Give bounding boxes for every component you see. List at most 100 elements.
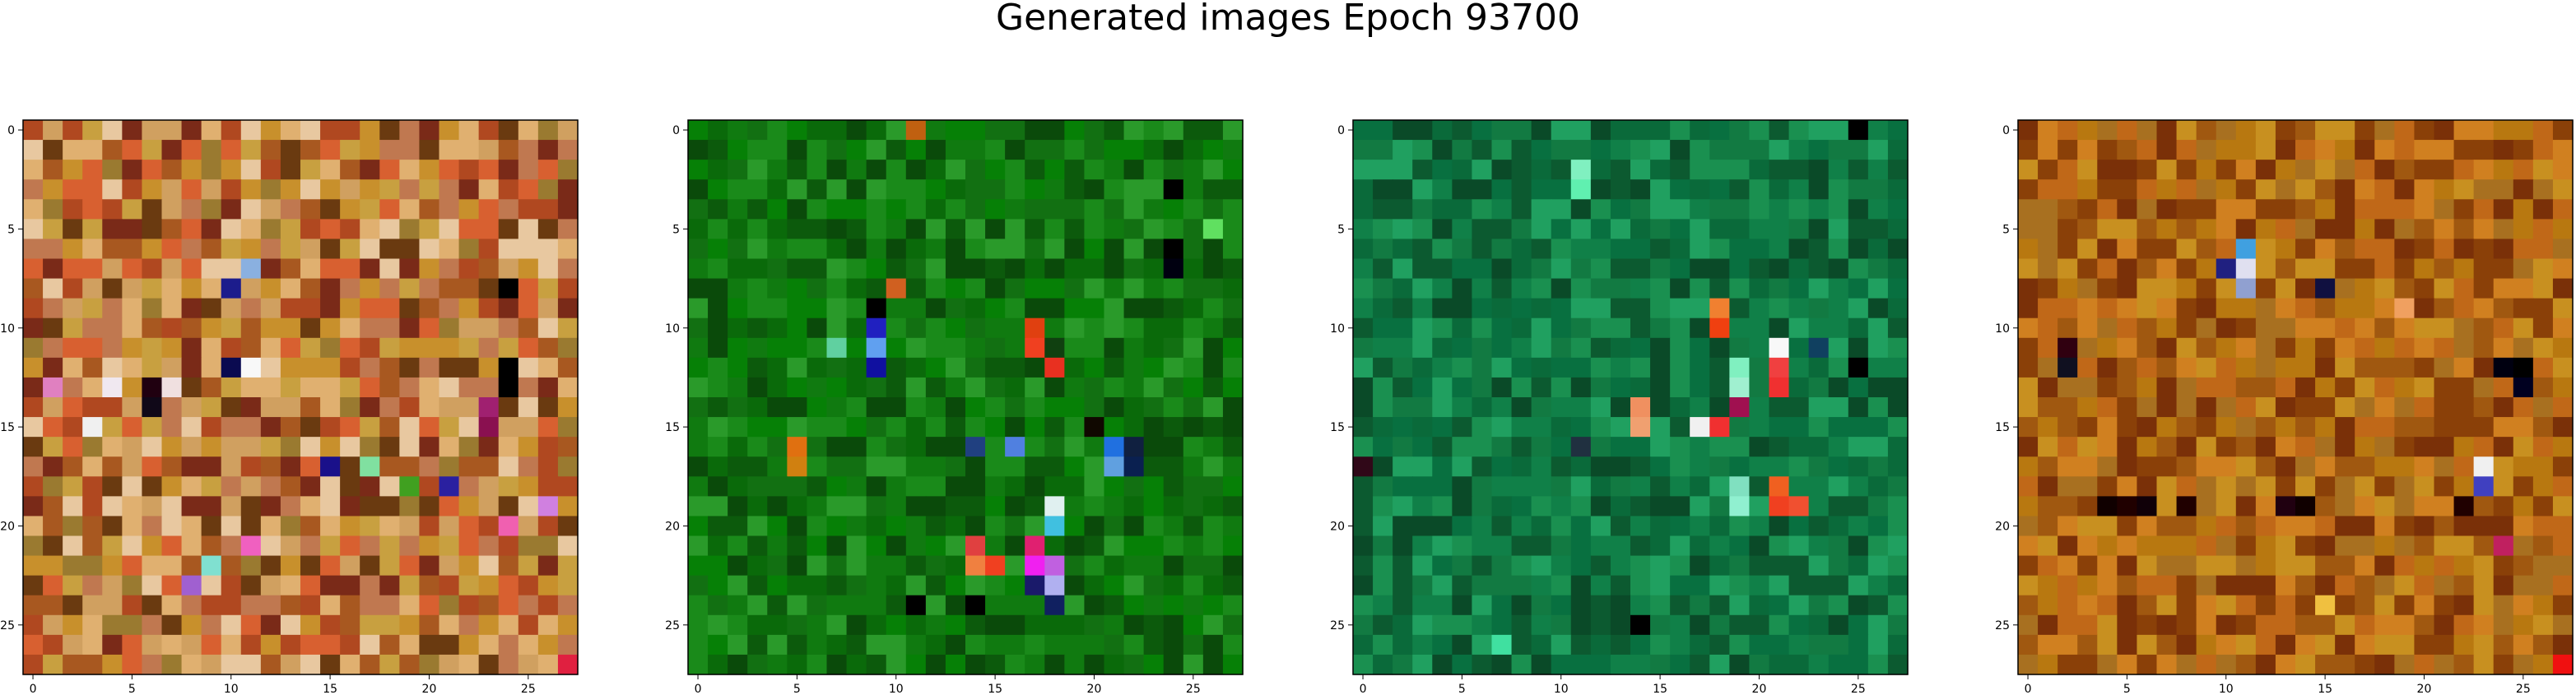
pixel-2-9: [866, 160, 887, 180]
pixel-21-24: [2493, 535, 2514, 557]
pixel-17-1: [708, 456, 728, 477]
pixel-5-13: [280, 219, 301, 240]
pixel-15-9: [2196, 417, 2217, 438]
pixel-6-18: [1044, 239, 1065, 260]
pixel-5-19: [399, 219, 421, 240]
pixel-8-5: [1452, 278, 1473, 299]
pixel-24-19: [1729, 595, 1751, 616]
pixel-13-8: [846, 377, 867, 398]
pixel-20-7: [826, 516, 848, 537]
pixel-11-0: [2018, 337, 2039, 359]
pixel-24-2: [63, 595, 83, 616]
pixel-17-14: [965, 456, 986, 477]
pixel-7-21: [1769, 258, 1790, 280]
pixel-21-18: [2374, 535, 2395, 557]
pixel-27-18: [2374, 654, 2395, 675]
pixel-26-6: [2137, 634, 2158, 656]
pixel-17-13: [2275, 456, 2296, 477]
pixel-15-8: [181, 417, 202, 438]
pixel-27-25: [518, 654, 539, 675]
pixel-13-20: [419, 377, 440, 398]
pixel-22-10: [886, 555, 907, 577]
pixel-2-15: [2315, 160, 2336, 180]
pixel-26-10: [1551, 634, 1572, 656]
pixel-5-16: [1670, 219, 1690, 240]
pixel-1-22: [1788, 140, 1810, 160]
pixel-21-20: [1084, 535, 1105, 557]
pixel-20-15: [985, 516, 1006, 537]
pixel-16-9: [2196, 437, 2217, 457]
pixel-18-5: [1452, 476, 1473, 497]
pixel-16-3: [1412, 437, 1433, 457]
pixel-21-15: [2315, 535, 2336, 557]
pixel-2-7: [826, 160, 848, 180]
pixel-0-7: [161, 120, 183, 141]
pixel-5-9: [201, 219, 222, 240]
pixel-21-6: [807, 535, 828, 557]
pixel-8-27: [1887, 278, 1909, 299]
pixel-12-3: [1412, 357, 1433, 378]
pixel-16-2: [2058, 437, 2078, 457]
pixel-16-17: [1025, 437, 1045, 457]
pixel-24-21: [439, 595, 460, 616]
pixel-19-24: [2493, 496, 2514, 517]
pixel-7-11: [2235, 258, 2257, 280]
pixel-18-0: [2018, 476, 2039, 497]
y-tick-label-5: 5: [7, 223, 15, 236]
pixel-1-11: [240, 140, 262, 160]
pixel-13-4: [102, 377, 123, 398]
pixel-13-5: [1452, 377, 1473, 398]
pixel-6-21: [2434, 239, 2455, 260]
pixel-25-17: [1025, 614, 1045, 636]
pixel-26-5: [1452, 634, 1473, 656]
pixel-4-5: [2117, 199, 2138, 220]
pixel-26-11: [1570, 634, 1592, 656]
pixel-5-14: [2295, 219, 2316, 240]
pixel-17-13: [945, 456, 966, 477]
pixel-7-22: [2453, 258, 2475, 280]
pixel-23-27: [1222, 575, 1244, 596]
pixel-2-18: [2374, 160, 2395, 180]
pixel-9-17: [360, 298, 380, 319]
pixel-5-10: [221, 219, 242, 240]
pixel-10-13: [945, 317, 966, 339]
pixel-4-13: [2275, 199, 2296, 220]
pixel-16-2: [1393, 437, 1413, 457]
pixel-6-14: [965, 239, 986, 260]
pixel-22-17: [2355, 555, 2375, 577]
pixel-1-25: [1183, 140, 1204, 160]
pixel-13-23: [1143, 377, 1165, 398]
pixel-8-24: [2493, 278, 2514, 299]
pixel-21-16: [1670, 535, 1690, 557]
pixel-10-16: [340, 317, 360, 339]
pixel-19-20: [419, 496, 440, 517]
pixel-25-17: [1690, 614, 1710, 636]
pixel-19-13: [1610, 496, 1631, 517]
pixel-7-0: [688, 258, 709, 280]
pixel-2-0: [2018, 160, 2039, 180]
pixel-19-23: [478, 496, 500, 517]
pixel-17-9: [201, 456, 222, 477]
pixel-1-22: [2453, 140, 2475, 160]
pixel-5-11: [240, 219, 262, 240]
pixel-11-25: [518, 337, 539, 359]
pixel-7-9: [1531, 258, 1552, 280]
pixel-5-4: [2097, 219, 2118, 240]
pixel-22-14: [300, 555, 321, 577]
pixel-5-3: [1412, 219, 1433, 240]
pixel-2-27: [2552, 160, 2574, 180]
pixel-15-24: [2493, 417, 2514, 438]
pixel-15-8: [846, 417, 867, 438]
pixel-15-10: [1551, 417, 1572, 438]
pixel-6-14: [2295, 239, 2316, 260]
y-tick-label-25: 25: [0, 619, 15, 632]
pixel-23-8: [2176, 575, 2197, 596]
pixel-24-9: [1531, 595, 1552, 616]
pixel-17-6: [2137, 456, 2158, 477]
pixel-25-23: [1808, 614, 1830, 636]
pixel-5-8: [1511, 219, 1532, 240]
pixel-10-25: [1848, 317, 1869, 339]
pixel-22-6: [807, 555, 828, 577]
pixel-13-15: [2315, 377, 2336, 398]
